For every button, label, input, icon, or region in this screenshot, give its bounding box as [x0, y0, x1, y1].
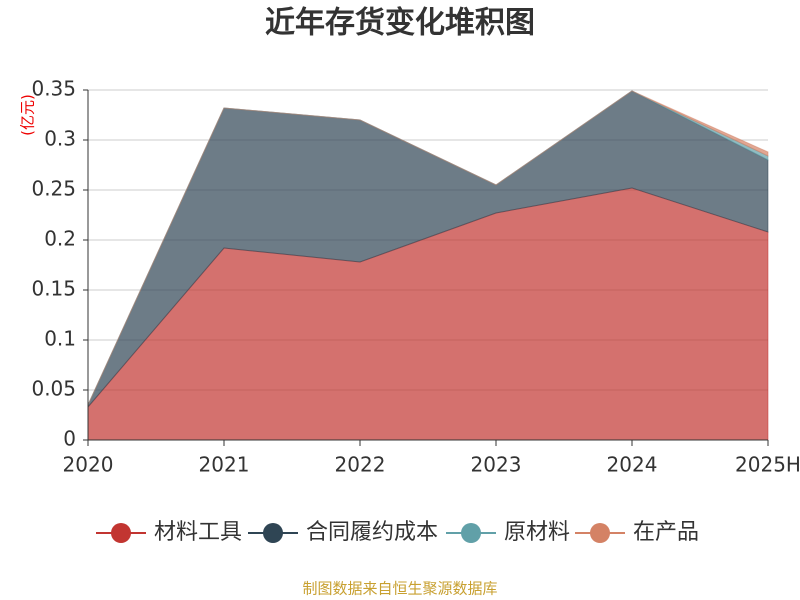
y-tick-label: 0.35	[31, 77, 76, 101]
source-note: 制图数据来自恒生聚源数据库	[302, 580, 497, 598]
y-tick-label: 0.05	[31, 377, 76, 401]
legend-label: 在产品	[633, 520, 699, 545]
y-axis-label: (亿元)	[19, 94, 37, 136]
legend-marker	[590, 523, 610, 543]
legend-label: 原材料	[504, 520, 570, 545]
y-tick-label: 0	[63, 427, 76, 451]
legend-marker	[461, 523, 481, 543]
x-tick-label: 2022	[335, 453, 386, 477]
x-tick-label: 2021	[199, 453, 250, 477]
y-tick-label: 0.2	[44, 227, 76, 251]
x-tick-label: 2023	[471, 453, 522, 477]
legend-label: 材料工具	[154, 520, 242, 545]
area	[87, 90, 769, 406]
y-tick-label: 0.1	[44, 327, 76, 351]
x-tick-label: 2020	[63, 453, 114, 477]
y-tick-label: 0.25	[31, 177, 76, 201]
chart-title: 近年存货变化堆积图	[265, 6, 535, 41]
y-tick-label: 0.15	[31, 277, 76, 301]
legend-label: 合同履约成本	[306, 520, 438, 545]
legend-marker	[111, 523, 131, 543]
x-tick-label: 2025H	[735, 453, 800, 477]
y-tick-label: 0.3	[44, 127, 76, 151]
x-tick-label: 2024	[607, 453, 658, 477]
legend-marker	[263, 523, 283, 543]
